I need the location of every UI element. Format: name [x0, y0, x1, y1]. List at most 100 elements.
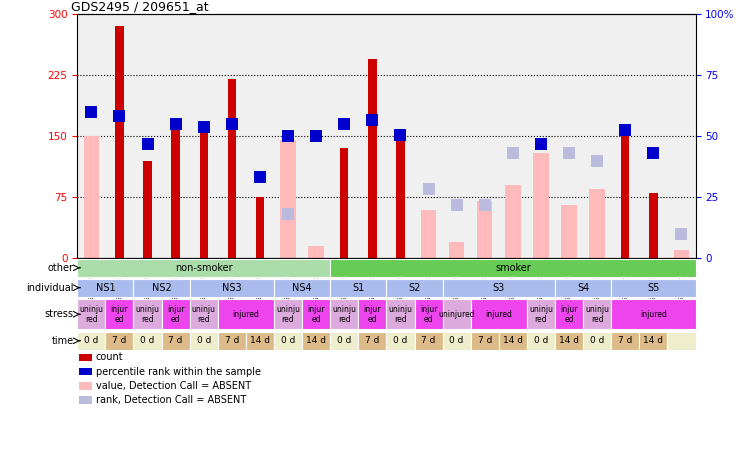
Bar: [555, 279, 611, 297]
Bar: [116, 27, 124, 258]
Bar: [330, 279, 386, 297]
Bar: [218, 332, 246, 350]
Bar: [386, 299, 414, 329]
Bar: [499, 332, 527, 350]
Bar: [358, 299, 386, 329]
Text: injured: injured: [485, 310, 512, 319]
Text: non-smoker: non-smoker: [175, 263, 233, 273]
Bar: [133, 299, 162, 329]
Bar: [611, 279, 696, 297]
Bar: [190, 279, 274, 297]
Text: 14 d: 14 d: [306, 337, 326, 345]
Text: stress: stress: [45, 309, 74, 319]
Bar: [396, 137, 405, 258]
Text: 0 d: 0 d: [281, 337, 295, 345]
Bar: [190, 299, 218, 329]
Text: 0 d: 0 d: [337, 337, 351, 345]
Text: S2: S2: [408, 283, 421, 293]
Bar: [668, 332, 696, 350]
Bar: [562, 205, 577, 258]
Text: 14 d: 14 d: [503, 337, 523, 345]
Text: 7 d: 7 d: [422, 337, 436, 345]
Bar: [590, 189, 605, 258]
Text: 7 d: 7 d: [365, 337, 380, 345]
Bar: [583, 299, 611, 329]
Bar: [190, 332, 218, 350]
Text: 7 d: 7 d: [169, 337, 183, 345]
Bar: [255, 197, 264, 258]
Text: S3: S3: [492, 283, 505, 293]
Text: S1: S1: [352, 283, 364, 293]
Bar: [77, 299, 105, 329]
Text: uninju
red: uninju red: [192, 305, 216, 324]
Text: injur
ed: injur ed: [560, 305, 578, 324]
Text: GDS2495 / 209651_at: GDS2495 / 209651_at: [71, 0, 209, 13]
Bar: [105, 332, 133, 350]
Text: 14 d: 14 d: [250, 337, 270, 345]
Text: 7 d: 7 d: [618, 337, 632, 345]
Text: NS2: NS2: [152, 283, 171, 293]
Bar: [442, 279, 555, 297]
Text: 0 d: 0 d: [590, 337, 604, 345]
Bar: [414, 332, 442, 350]
Bar: [611, 299, 696, 329]
Bar: [611, 332, 640, 350]
Bar: [649, 193, 657, 258]
Bar: [421, 210, 436, 258]
Text: 14 d: 14 d: [643, 337, 663, 345]
Text: 0 d: 0 d: [84, 337, 99, 345]
Text: 0 d: 0 d: [534, 337, 548, 345]
Bar: [368, 59, 377, 258]
Text: 7 d: 7 d: [113, 337, 127, 345]
Text: 0 d: 0 d: [393, 337, 408, 345]
Bar: [442, 332, 471, 350]
Text: uninju
red: uninju red: [135, 305, 160, 324]
Bar: [133, 332, 162, 350]
Bar: [330, 299, 358, 329]
Text: 0 d: 0 d: [450, 337, 464, 345]
Text: injur
ed: injur ed: [167, 305, 185, 324]
Bar: [471, 299, 527, 329]
Bar: [533, 153, 548, 258]
Text: injur
ed: injur ed: [110, 305, 128, 324]
Text: individual: individual: [26, 283, 74, 293]
Text: 0 d: 0 d: [141, 337, 155, 345]
Bar: [308, 246, 324, 258]
Bar: [449, 242, 464, 258]
Bar: [77, 279, 133, 297]
Bar: [133, 279, 190, 297]
Bar: [274, 299, 302, 329]
Bar: [274, 279, 330, 297]
Bar: [414, 299, 442, 329]
Text: smoker: smoker: [495, 263, 531, 273]
Bar: [162, 332, 190, 350]
Bar: [280, 140, 296, 258]
Text: uninju
red: uninju red: [585, 305, 609, 324]
Bar: [340, 148, 348, 258]
Bar: [162, 299, 190, 329]
Bar: [199, 124, 208, 258]
Bar: [505, 185, 520, 258]
Bar: [330, 259, 696, 277]
Text: injur
ed: injur ed: [364, 305, 381, 324]
Bar: [330, 332, 358, 350]
Text: injured: injured: [640, 310, 667, 319]
Bar: [218, 299, 274, 329]
Bar: [274, 332, 302, 350]
Text: count: count: [96, 352, 124, 363]
Bar: [84, 137, 99, 258]
Text: 7 d: 7 d: [224, 337, 239, 345]
Bar: [358, 332, 386, 350]
Text: uninju
red: uninju red: [529, 305, 553, 324]
Text: NS3: NS3: [222, 283, 241, 293]
Text: injur
ed: injur ed: [308, 305, 325, 324]
Text: S5: S5: [647, 283, 659, 293]
Text: 0 d: 0 d: [197, 337, 211, 345]
Bar: [555, 332, 583, 350]
Bar: [527, 299, 555, 329]
Text: value, Detection Call = ABSENT: value, Detection Call = ABSENT: [96, 381, 251, 391]
Bar: [673, 250, 689, 258]
Bar: [621, 137, 629, 258]
Text: injur
ed: injur ed: [420, 305, 437, 324]
Text: 7 d: 7 d: [478, 337, 492, 345]
